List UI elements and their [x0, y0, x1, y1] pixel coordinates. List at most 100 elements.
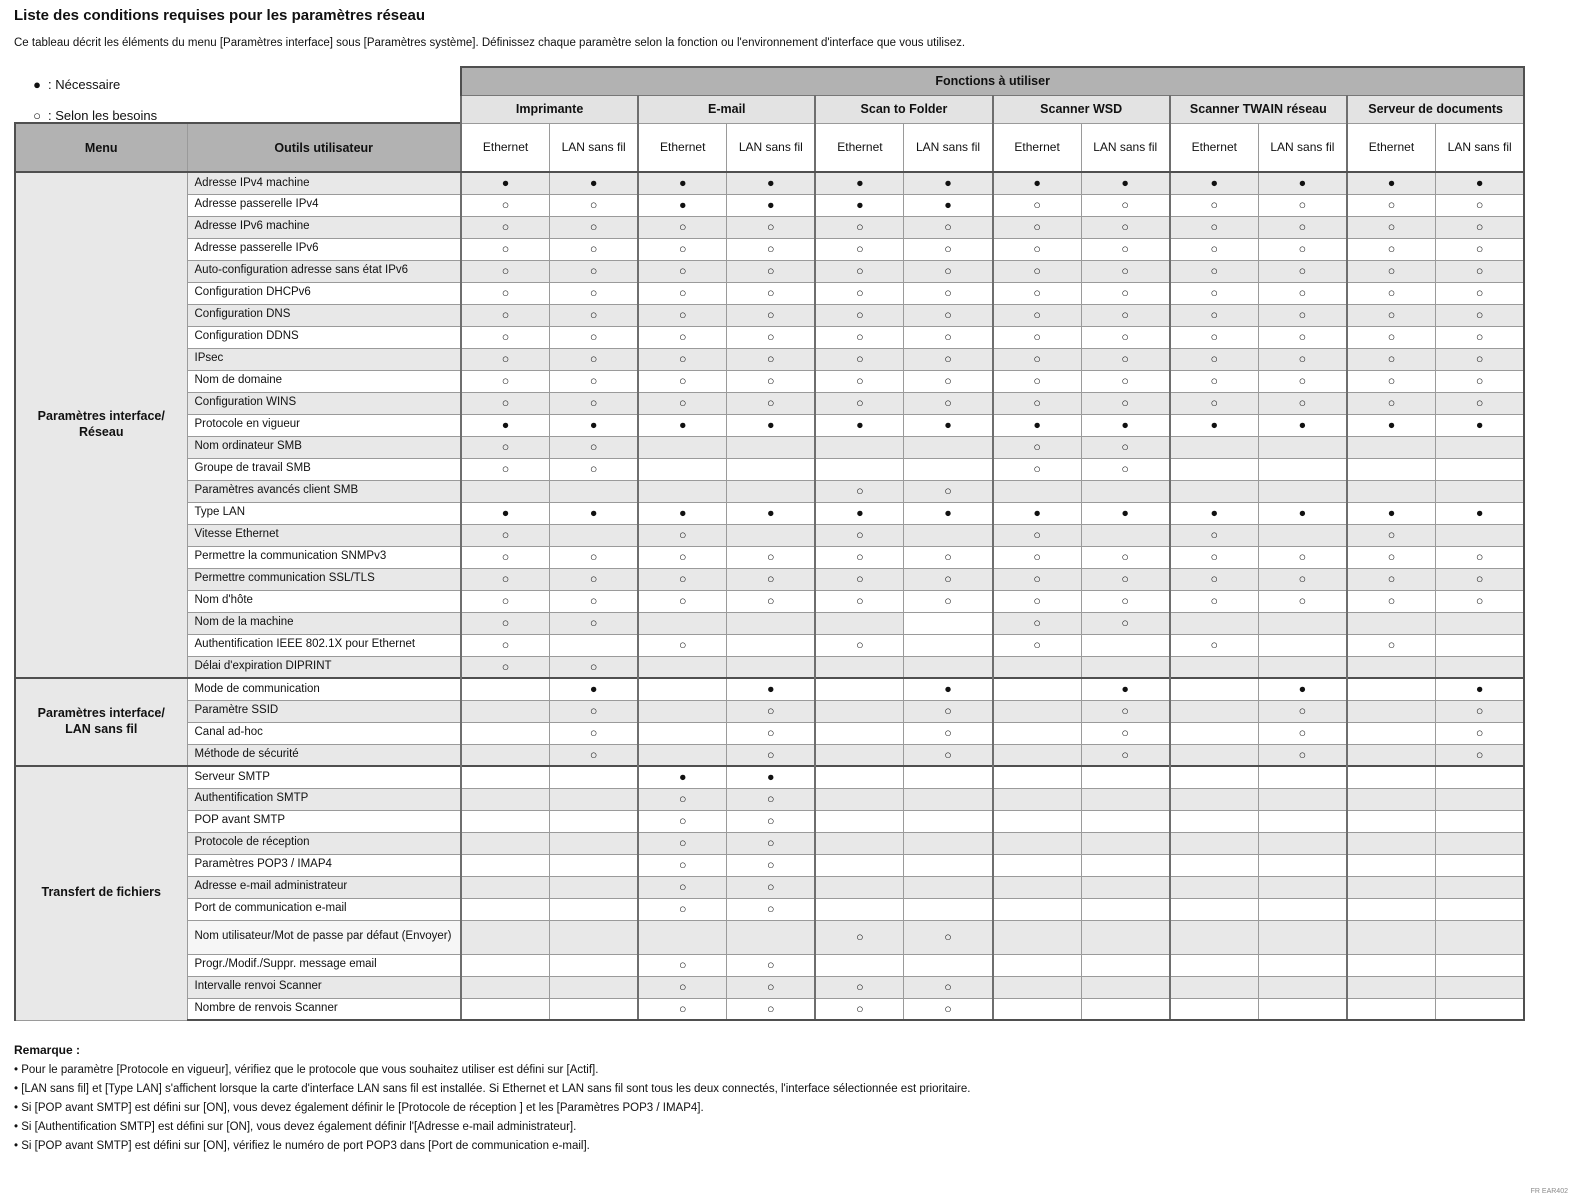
- setting-label: Configuration DHCPv6: [186, 281, 462, 305]
- requirement-cell: [1257, 611, 1348, 635]
- table-row: Adresse passerelle IPv4 ○ ○ ● ● ● ● ○ ○ ○ ○ ○ ○: [15, 193, 1526, 217]
- requirement-cell: [814, 655, 905, 679]
- requirement-cell: ●: [549, 171, 639, 195]
- requirement-cell: ○: [460, 193, 551, 217]
- menu-group-cell: Transfert de fichiers: [14, 765, 188, 1021]
- requirement-cell: ○: [549, 325, 639, 349]
- setting-label: Protocole de réception: [186, 831, 462, 855]
- requirement-cell: ○: [460, 237, 551, 261]
- requirement-cell: [1435, 611, 1526, 635]
- requirement-cell: ●: [1257, 677, 1348, 701]
- requirement-cell: ○: [903, 699, 994, 723]
- requirement-cell: [991, 765, 1082, 789]
- requirement-cell: ●: [460, 171, 551, 195]
- table-row: Nom utilisateur/Mot de passe par défaut …: [15, 919, 1526, 955]
- requirement-cell: [991, 479, 1082, 503]
- requirement-cell: ○: [1080, 215, 1171, 239]
- requirement-cell: ○: [460, 545, 551, 569]
- requirement-cell: ○: [903, 303, 994, 327]
- requirement-cell: [460, 765, 551, 789]
- requirement-cell: [1345, 765, 1437, 789]
- requirement-cell: [460, 997, 551, 1021]
- setting-label: Adresse passerelle IPv4: [186, 193, 462, 217]
- requirement-cell: ○: [1080, 435, 1171, 459]
- sub-column-header: Ethernet: [1168, 122, 1259, 173]
- requirement-cell: ○: [549, 699, 639, 723]
- requirement-cell: ○: [1080, 325, 1171, 349]
- requirement-cell: ○: [726, 897, 816, 921]
- requirement-cell: [1345, 809, 1437, 833]
- setting-label: Authentification IEEE 802.1X pour Ethern…: [186, 633, 462, 657]
- menu-group-cell: Paramètres interface/ LAN sans fil: [14, 677, 188, 767]
- requirement-cell: ○: [1080, 281, 1171, 305]
- requirement-cell: ○: [903, 369, 994, 393]
- requirement-cell: ○: [903, 743, 994, 767]
- requirement-cell: [1168, 997, 1259, 1021]
- requirement-cell: [1168, 611, 1259, 635]
- requirement-cell: [726, 435, 816, 459]
- requirement-cell: [460, 809, 551, 833]
- requirement-cell: ○: [1168, 589, 1259, 613]
- requirement-cell: ○: [637, 325, 728, 349]
- table-row: Configuration DDNS ○ ○ ○ ○ ○ ○ ○ ○ ○ ○ ○ ○: [15, 325, 1526, 349]
- requirement-cell: ○: [726, 853, 816, 877]
- table-row: Type LAN ● ● ● ● ● ● ● ● ● ● ● ●: [15, 501, 1526, 525]
- requirement-cell: ○: [1257, 237, 1348, 261]
- requirement-cell: ○: [637, 875, 728, 899]
- requirement-cell: [1435, 479, 1526, 503]
- sub-column-header: LAN sans fil: [1257, 122, 1348, 173]
- requirement-cell: ○: [814, 479, 905, 503]
- document-code: FR EAR402: [1530, 1188, 1568, 1195]
- requirement-cell: ○: [637, 953, 728, 977]
- requirement-cell: ○: [637, 215, 728, 239]
- sub-column-header: Ethernet: [1345, 122, 1437, 173]
- requirement-cell: ○: [814, 347, 905, 371]
- requirement-cell: ○: [903, 997, 994, 1021]
- setting-label: Protocole en vigueur: [186, 413, 462, 437]
- requirement-cell: [991, 787, 1082, 811]
- requirement-cell: [814, 611, 905, 635]
- requirement-cell: [1168, 765, 1259, 789]
- requirement-cell: [1168, 721, 1259, 745]
- group-header: Scanner TWAIN réseau: [1168, 94, 1348, 124]
- requirement-cell: ○: [814, 545, 905, 569]
- setting-label: Port de communication e-mail: [186, 897, 462, 921]
- requirement-cell: ●: [726, 413, 816, 437]
- requirement-cell: ●: [549, 413, 639, 437]
- requirement-cell: [1080, 997, 1171, 1021]
- requirement-cell: [1168, 655, 1259, 679]
- open-circle-icon: ○: [33, 108, 41, 123]
- requirements-table: Fonctions à utiliser Imprimante E-mail Scan…: [14, 66, 1526, 1021]
- requirement-cell: ○: [814, 997, 905, 1021]
- table-row: Progr./Modif./Suppr. message email ○ ○: [15, 953, 1526, 977]
- requirement-cell: [1257, 765, 1348, 789]
- requirement-cell: ○: [637, 303, 728, 327]
- requirement-cell: ○: [726, 281, 816, 305]
- requirement-cell: ○: [726, 303, 816, 327]
- requirement-cell: [1168, 809, 1259, 833]
- requirement-cell: ○: [1435, 215, 1526, 239]
- setting-label: Nom de domaine: [186, 369, 462, 393]
- requirement-cell: ●: [726, 501, 816, 525]
- requirement-cell: ○: [1435, 325, 1526, 349]
- requirement-cell: ○: [549, 237, 639, 261]
- setting-label: Paramètre SSID: [186, 699, 462, 723]
- requirement-cell: [814, 435, 905, 459]
- notes-title: Remarque :: [14, 1043, 81, 1057]
- requirement-cell: [1345, 721, 1437, 745]
- requirement-cell: [991, 897, 1082, 921]
- requirement-cell: [549, 633, 639, 657]
- requirement-cell: ●: [991, 501, 1082, 525]
- requirement-cell: [1168, 975, 1259, 999]
- requirement-cell: ○: [1168, 391, 1259, 415]
- requirement-cell: [1257, 997, 1348, 1021]
- table-row: Nom de la machine ○ ○ ○ ○: [15, 611, 1526, 635]
- requirement-cell: ○: [1257, 699, 1348, 723]
- requirement-cell: ○: [1168, 193, 1259, 217]
- requirement-cell: ○: [549, 391, 639, 415]
- requirement-cell: [1080, 975, 1171, 999]
- requirement-cell: ○: [1257, 391, 1348, 415]
- requirement-cell: ○: [903, 589, 994, 613]
- requirement-cell: ○: [1257, 303, 1348, 327]
- requirement-cell: [1080, 853, 1171, 877]
